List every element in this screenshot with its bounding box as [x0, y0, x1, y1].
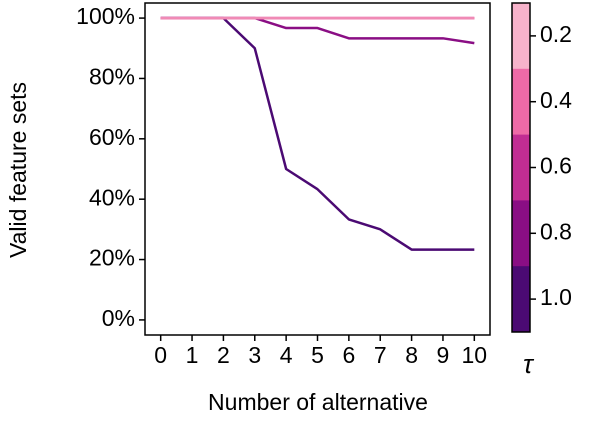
y-tick-label: 0%	[102, 305, 135, 331]
colorbar-segment	[512, 134, 530, 201]
x-tick-label: 1	[186, 342, 199, 368]
colorbar-tick-label: 0.2	[540, 21, 572, 47]
colorbar-tick-label: 1.0	[540, 284, 572, 310]
x-tick-label: 0	[154, 342, 167, 368]
y-tick-label: 20%	[89, 245, 135, 271]
y-tick-label: 60%	[89, 124, 135, 150]
series-line	[160, 16, 475, 45]
x-tick-label: 4	[280, 342, 293, 368]
y-tick-label: 100%	[76, 3, 135, 29]
x-tick-label: 9	[437, 342, 450, 368]
y-tick-label: 40%	[89, 184, 135, 210]
colorbar-segment	[512, 266, 530, 333]
x-tick-label: 10	[462, 342, 488, 368]
colorbar-segment	[512, 200, 530, 267]
x-axis-label: Number of alternative	[208, 389, 428, 415]
x-tick-label: 8	[405, 342, 418, 368]
y-tick-label: 80%	[89, 64, 135, 90]
x-tick-label: 2	[217, 342, 230, 368]
y-axis-label: Valid feature sets	[5, 82, 31, 258]
colorbar-segment	[512, 68, 530, 136]
colorbar-tick-label: 0.8	[540, 218, 572, 244]
x-tick-label: 3	[248, 342, 261, 368]
series-line	[160, 16, 475, 251]
x-tick-label: 6	[342, 342, 355, 368]
plot-frame	[144, 2, 491, 336]
colorbar-label: τ	[523, 349, 535, 379]
colorbar-tick-label: 0.4	[540, 87, 572, 113]
x-tick-label: 7	[374, 342, 387, 368]
colorbar-segment	[512, 3, 530, 70]
colorbar-tick-label: 0.6	[540, 153, 572, 179]
x-tick-label: 5	[311, 342, 324, 368]
